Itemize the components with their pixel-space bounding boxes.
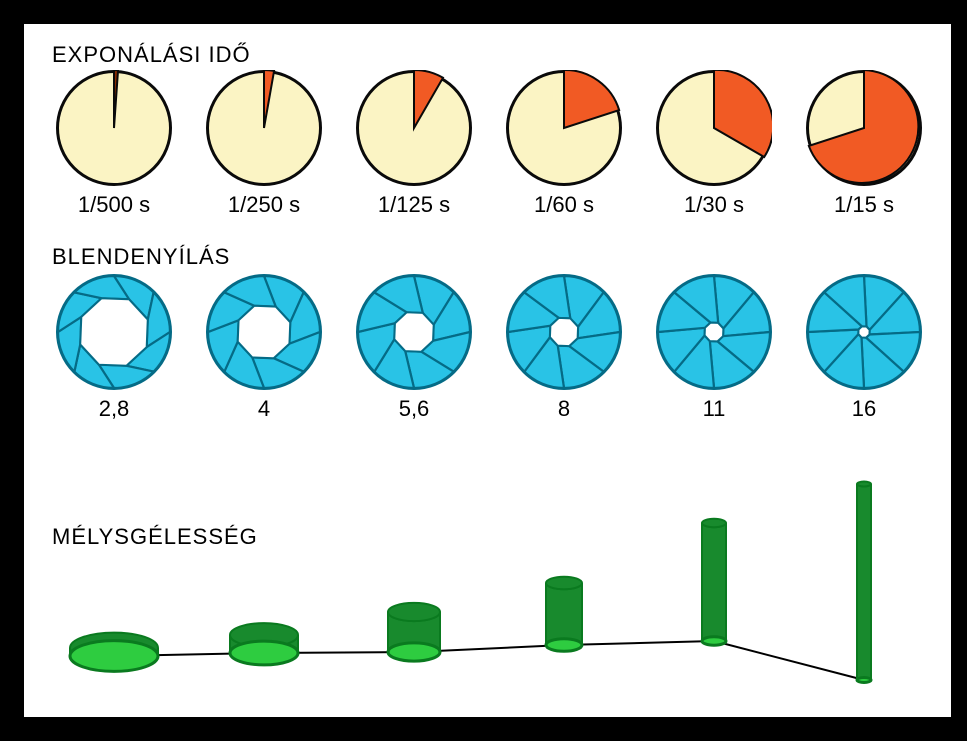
aperture-label: 8 bbox=[496, 396, 632, 422]
exposure-cell: 1/250 s bbox=[196, 70, 332, 218]
row-dof bbox=[24, 464, 951, 704]
diagram-frame: EXPONÁLÁSI IDŐ 1/500 s 1/250 s 1/125 s 1… bbox=[20, 20, 955, 721]
aperture-iris-icon bbox=[506, 274, 622, 390]
exposure-pie-icon bbox=[56, 70, 172, 186]
aperture-cell: 5,6 bbox=[346, 274, 482, 422]
dof-canvas bbox=[24, 464, 951, 704]
aperture-cell: 4 bbox=[196, 274, 332, 422]
exposure-pie-icon bbox=[506, 70, 622, 186]
exposure-pie-icon bbox=[806, 70, 922, 186]
aperture-cell: 2,8 bbox=[46, 274, 182, 422]
aperture-label: 11 bbox=[646, 396, 782, 422]
aperture-iris-icon bbox=[806, 274, 922, 390]
aperture-cell: 16 bbox=[796, 274, 932, 422]
aperture-cell: 8 bbox=[496, 274, 632, 422]
exposure-pie-icon bbox=[656, 70, 772, 186]
aperture-label: 16 bbox=[796, 396, 932, 422]
aperture-label: 2,8 bbox=[46, 396, 182, 422]
aperture-iris-icon bbox=[656, 274, 772, 390]
aperture-label: 4 bbox=[196, 396, 332, 422]
exposure-cell: 1/15 s bbox=[796, 70, 932, 218]
aperture-iris-icon bbox=[56, 274, 172, 390]
exposure-cell: 1/125 s bbox=[346, 70, 482, 218]
exposure-pie-icon bbox=[206, 70, 322, 186]
exposure-cell: 1/60 s bbox=[496, 70, 632, 218]
exposure-cell: 1/30 s bbox=[646, 70, 782, 218]
aperture-iris-icon bbox=[356, 274, 472, 390]
aperture-label: 5,6 bbox=[346, 396, 482, 422]
aperture-iris-icon bbox=[206, 274, 322, 390]
exposure-label: 1/30 s bbox=[646, 192, 782, 218]
exposure-cell: 1/500 s bbox=[46, 70, 182, 218]
exposure-label: 1/15 s bbox=[796, 192, 932, 218]
exposure-label: 1/125 s bbox=[346, 192, 482, 218]
exposure-pie-icon bbox=[356, 70, 472, 186]
exposure-label: 1/250 s bbox=[196, 192, 332, 218]
title-aperture: BLENDENYÍLÁS bbox=[52, 244, 230, 270]
exposure-label: 1/500 s bbox=[46, 192, 182, 218]
title-exposure: EXPONÁLÁSI IDŐ bbox=[52, 42, 251, 68]
exposure-label: 1/60 s bbox=[496, 192, 632, 218]
aperture-cell: 11 bbox=[646, 274, 782, 422]
